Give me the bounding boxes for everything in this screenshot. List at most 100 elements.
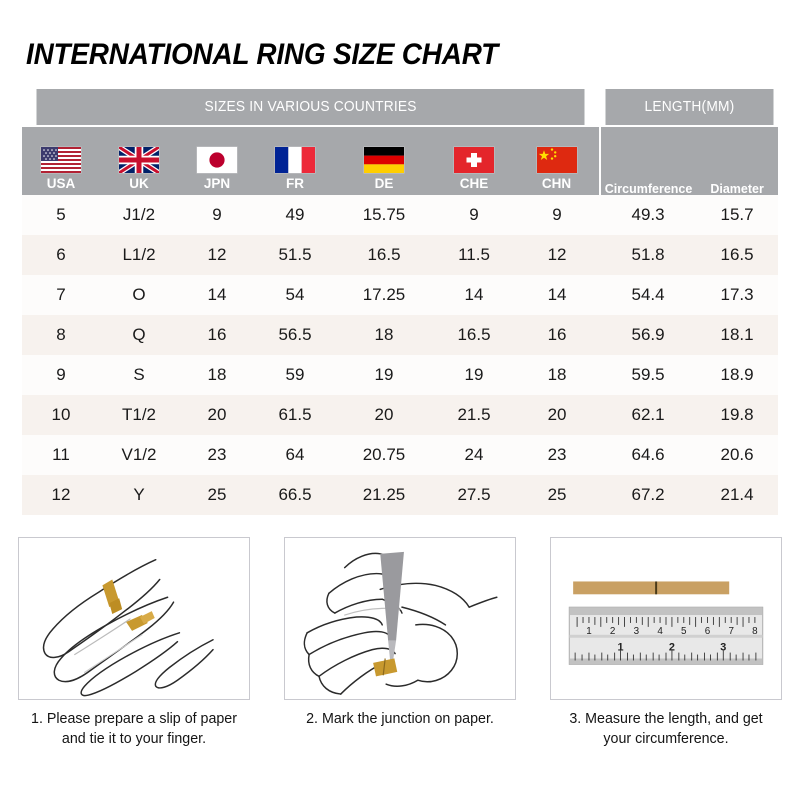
group-header-length: LENGTH(MM) [603,89,774,127]
svg-text:2: 2 [669,642,675,654]
group-header-sizes: SIZES IN VARIOUS COUNTRIES [36,89,586,127]
cell-diameter: 18.9 [720,365,754,384]
cell-jpn: 25 [207,485,227,504]
cell-usa: 10 [51,405,71,424]
flag-china-icon [536,146,577,173]
cell-che: 27.5 [457,485,491,504]
cell-de: 18 [374,325,394,344]
cell-circumference: 56.9 [631,325,665,344]
svg-text:8: 8 [752,626,758,637]
cell-usa: 8 [56,325,66,344]
column-header-uk: UK [100,126,178,195]
column-header-chn: CHN [514,126,601,195]
flag-japan-icon [197,146,237,173]
cell-jpn: 12 [207,245,227,264]
column-header-diameter: Diameter [696,126,779,195]
ruler-cm-labels: 1 2 3 4 5 6 7 8 [586,626,758,637]
cell-chn: 20 [547,405,567,424]
instruction-step-1: 1. Please prepare a slip of paper and ti… [18,537,250,749]
cell-uk: J1/2 [122,205,156,224]
cell-circumference: 67.2 [631,485,665,504]
flag-switzerland-icon [454,146,494,173]
cell-che: 9 [469,205,479,224]
flag-uk-icon [117,144,161,175]
cell-diameter: 15.7 [720,205,754,224]
table-row: 5 J1/2 9 49 15.75 9 9 49.3 15.7 [22,195,779,235]
cell-diameter: 18.1 [720,325,754,344]
cell-circumference: 64.6 [631,445,665,464]
cell-fr: 56.5 [278,325,312,344]
hand-marking-paper-with-pen-illustration [284,537,516,700]
cell-fr: 64 [285,445,305,464]
cell-chn: 25 [547,485,567,504]
instruction-caption-3: 3. Measure the length, and get your circ… [569,710,763,747]
svg-text:7: 7 [728,626,733,637]
instruction-step-2: 2. Mark the junction on paper. [284,537,516,749]
cell-usa: 5 [56,205,66,224]
cell-chn: 12 [547,245,567,264]
cell-jpn: 14 [207,285,227,304]
table-row: 8 Q 16 56.5 18 16.5 16 56.9 18.1 [22,315,779,355]
cell-usa: 6 [56,245,66,264]
cell-uk: L1/2 [122,245,156,264]
cell-chn: 9 [552,205,562,224]
cell-che: 14 [464,285,484,304]
cell-uk: S [133,365,145,384]
table-row: 10 T1/2 20 61.5 20 21.5 20 62.1 19.8 [22,395,779,435]
page-title: INTERNATIONAL RING SIZE CHART [26,38,499,71]
cell-de: 20 [374,405,394,424]
cell-de: 20.75 [362,445,406,464]
svg-text:2: 2 [610,626,615,637]
cell-de: 15.75 [362,205,406,224]
cell-jpn: 20 [207,405,227,424]
cell-usa: 7 [56,285,66,304]
cell-diameter: 21.4 [720,485,754,504]
column-label-uk: UK [129,175,149,191]
paper-strip-gold [573,581,730,595]
svg-text:1: 1 [586,626,591,637]
table-row: 12 Y 25 66.5 21.25 27.5 25 67.2 21.4 [22,475,779,515]
cell-circumference: 62.1 [631,405,665,424]
cell-uk: V1/2 [121,445,157,464]
table-flag-header-row: USA UK [22,126,779,195]
flag-germany-icon [364,146,404,173]
cell-chn: 23 [547,445,567,464]
column-header-che: CHE [434,126,514,195]
cell-uk: T1/2 [121,405,157,424]
cell-chn: 14 [547,285,567,304]
paper-strip-on-ruler-illustration: 1 2 3 4 5 6 7 8 1 2 3 [550,537,782,749]
cell-che: 21.5 [457,405,491,424]
table-row: 9 S 18 59 19 19 18 59.5 18.9 [22,355,779,395]
flag-france-icon [275,146,315,173]
instruction-panels: 1. Please prepare a slip of paper and ti… [18,537,782,749]
cell-diameter: 20.6 [720,445,754,464]
cell-diameter: 17.3 [720,285,754,304]
column-label-jpn: JPN [203,175,231,191]
cell-de: 21.25 [362,485,406,504]
cell-chn: 18 [547,365,567,384]
cell-diameter: 19.8 [720,405,754,424]
instruction-caption-1: 1. Please prepare a slip of paper and ti… [31,710,237,747]
cell-fr: 59 [285,365,305,384]
cell-uk: Q [132,325,146,344]
column-label-che: CHE [459,175,489,191]
flag-usa-icon [41,146,81,173]
cell-che: 19 [464,365,484,384]
svg-text:5: 5 [681,626,687,637]
cell-usa: 9 [56,365,66,384]
cell-jpn: 9 [212,205,222,224]
ruler-inch-labels: 1 2 3 [618,642,727,654]
cell-fr: 66.5 [278,485,312,504]
cell-usa: 11 [52,445,70,464]
table-row: 6 L1/2 12 51.5 16.5 11.5 12 51.8 16.5 [22,235,779,275]
column-label-de: DE [374,175,394,191]
ring-size-table: SIZES IN VARIOUS COUNTRIES LENGTH(MM) [22,89,779,515]
svg-text:6: 6 [705,626,711,637]
cell-fr: 49 [285,205,305,224]
hand-with-paper-strip-illustration [18,537,250,700]
cell-circumference: 54.4 [631,285,665,304]
cell-de: 16.5 [367,245,401,264]
cell-de: 17.25 [362,285,406,304]
cell-che: 16.5 [457,325,491,344]
cell-fr: 51.5 [278,245,312,264]
